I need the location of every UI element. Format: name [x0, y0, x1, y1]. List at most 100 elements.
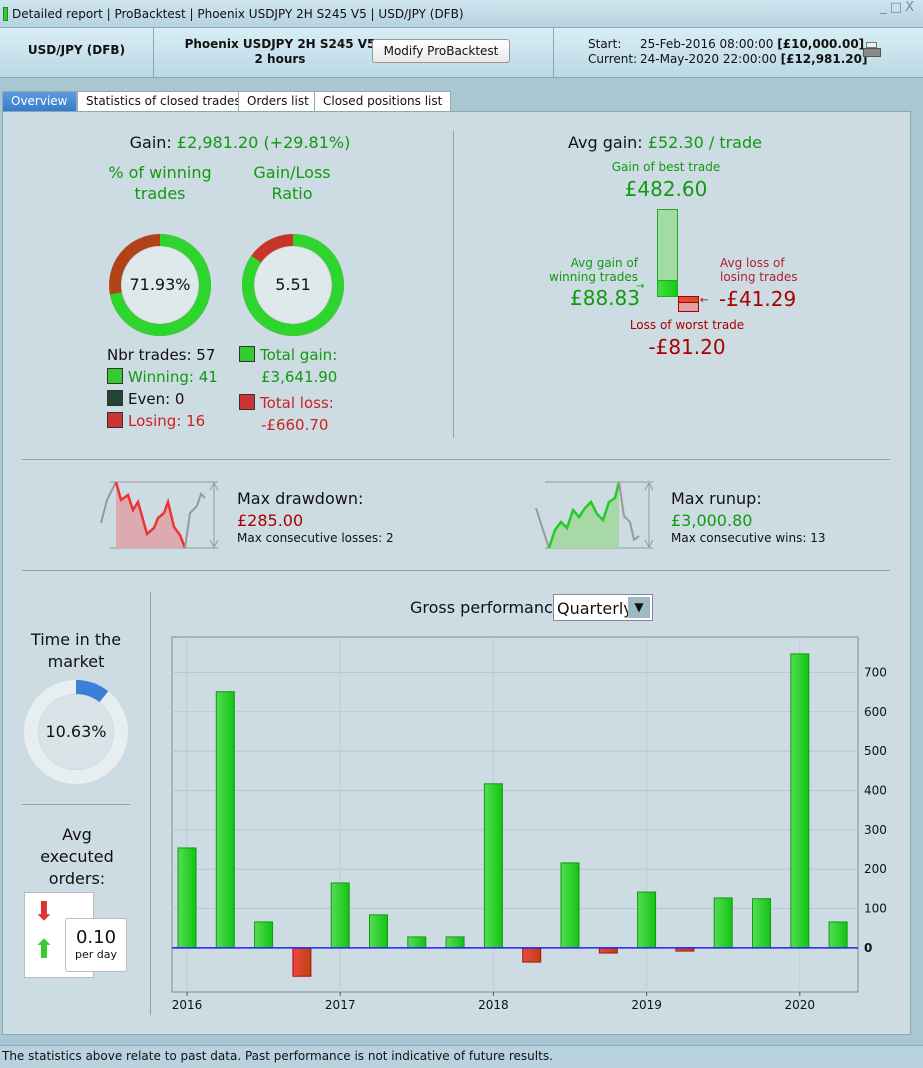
- divider: [150, 592, 151, 1015]
- avg-loss-value: -£41.29: [719, 287, 797, 311]
- current-capital: [£12,981.20]: [780, 52, 868, 66]
- tab-closed-positions-list[interactable]: Closed positions list: [314, 91, 452, 112]
- x-tick-label: 2019: [631, 998, 662, 1012]
- chevron-down-icon[interactable]: ▼: [628, 597, 650, 618]
- arrow-right-icon: →: [636, 281, 645, 292]
- report-header: USD/JPY (DFB) Phoenix USDJPY 2H S245 V5 2…: [0, 28, 923, 78]
- winning-count: Winning: 41: [128, 368, 218, 386]
- divider: [153, 28, 154, 78]
- current-date: 24-May-2020 22:00:00: [640, 52, 777, 66]
- bar-2019-Q3: [713, 897, 733, 949]
- losing-legend-icon: [107, 412, 123, 428]
- x-tick-label: 2020: [785, 998, 816, 1012]
- maximize-button[interactable]: □: [889, 0, 906, 15]
- start-date: 25-Feb-2016 08:00:00: [640, 37, 774, 51]
- tab-statistics-closed-trades[interactable]: Statistics of closed trades: [77, 91, 250, 112]
- avg-win-label: Avg gain of winning trades: [549, 256, 638, 284]
- bar-2016-Q3: [254, 921, 274, 949]
- runup-sparkline: [535, 481, 654, 549]
- x-tick-label: 2018: [478, 998, 509, 1012]
- winning-legend-icon: [107, 368, 123, 384]
- y-tick-label: 200: [864, 862, 887, 876]
- tab-overview[interactable]: Overview: [2, 91, 77, 112]
- print-icon[interactable]: [863, 42, 881, 60]
- start-label: Start:: [588, 37, 622, 51]
- time-in-market-value: 10.63%: [45, 722, 107, 741]
- window-controls: _□X: [880, 0, 917, 15]
- gain-loss-ratio-value: 5.51: [275, 275, 311, 294]
- max-consecutive-losses: Max consecutive losses: 2: [237, 531, 394, 545]
- bar-2018-Q1: [483, 783, 503, 949]
- start-capital: [£10,000.00]: [777, 37, 865, 51]
- bar-2016-Q1: [177, 847, 197, 949]
- winning-pct-donut: [109, 234, 211, 336]
- status-bar: The statistics above relate to past data…: [0, 1045, 923, 1068]
- total-gain-label: Total gain:: [260, 346, 338, 364]
- tab-orders-list[interactable]: Orders list: [238, 91, 318, 112]
- y-tick-label: 400: [864, 783, 887, 797]
- total-loss-icon: [239, 394, 255, 410]
- max-runup-label: Max runup:: [671, 489, 762, 508]
- even-count: Even: 0: [128, 390, 185, 408]
- window-title: Detailed report | ProBacktest | Phoenix …: [12, 7, 464, 21]
- close-button[interactable]: X: [905, 0, 917, 15]
- arrow-down-icon: ⬇: [33, 897, 55, 927]
- avg-win-bar: [657, 280, 678, 297]
- bar-2017-Q2: [369, 914, 388, 949]
- total-gain-icon: [239, 346, 255, 362]
- bar-2019-Q4: [752, 898, 771, 949]
- time-in-market-donut: [24, 680, 128, 784]
- max-drawdown-label: Max drawdown:: [237, 489, 364, 508]
- divider: [22, 804, 130, 805]
- max-consecutive-wins: Max consecutive wins: 13: [671, 531, 826, 545]
- y-tick-label: 300: [864, 823, 887, 837]
- gain-value: £2,981.20 (+29.81%): [176, 133, 351, 152]
- y-tick-label: 100: [864, 902, 887, 916]
- divider: [453, 131, 454, 438]
- worst-trade-label: Loss of worst trade: [629, 318, 745, 332]
- drawdown-sparkline: [100, 481, 219, 549]
- y-tick-label: 700: [864, 665, 887, 679]
- avg-win-value: £88.83: [570, 286, 640, 310]
- total-gain-value: £3,641.90: [261, 368, 338, 386]
- avg-loss-bar: [678, 296, 699, 303]
- gain-loss-ratio-donut: [242, 234, 344, 336]
- gross-performance-chart: 0 100 200 300 400 500 600 700 2016 2017 2018 2019 20…: [171, 636, 887, 1012]
- divider: [553, 28, 554, 78]
- bar-2017-Q1: [330, 882, 350, 949]
- minimize-button[interactable]: _: [880, 0, 890, 15]
- arrow-left-icon: ←: [700, 295, 709, 306]
- app-icon: [3, 7, 8, 21]
- even-legend-icon: [107, 390, 123, 406]
- gross-performance-label: Gross performance: [410, 598, 563, 617]
- y-tick-label: 500: [864, 744, 887, 758]
- best-trade-value: £482.60: [624, 177, 708, 201]
- bar-2020-Q1: [790, 653, 810, 949]
- x-tick-label: 2016: [172, 998, 203, 1012]
- gain-label: Gain:: [129, 133, 172, 152]
- avg-gain-value: £52.30 / trade: [647, 133, 762, 152]
- total-loss-value: -£660.70: [261, 416, 329, 434]
- modify-probacktest-button[interactable]: Modify ProBacktest: [372, 39, 510, 63]
- avg-orders-unit: per day: [74, 948, 117, 961]
- title-bar: Detailed report | ProBacktest | Phoenix …: [0, 0, 923, 28]
- avg-orders-label: Avg executed orders:: [40, 825, 114, 888]
- worst-trade-value: -£81.20: [648, 335, 726, 359]
- bar-2016-Q4: [292, 947, 312, 977]
- nbr-trades: Nbr trades: 57: [107, 346, 216, 364]
- bar-2016-Q2: [215, 691, 235, 949]
- instrument-name: USD/JPY (DFB): [27, 43, 126, 57]
- winning-pct-title: % of winning trades: [108, 163, 212, 203]
- current-label: Current:: [588, 52, 638, 66]
- max-runup-value: £3,000.80: [671, 511, 753, 530]
- ratio-title: Gain/Loss Ratio: [253, 163, 331, 203]
- period-select[interactable]: Quarterly ▼: [553, 594, 653, 621]
- arrow-up-icon: ⬆: [33, 935, 55, 965]
- divider: [22, 459, 890, 460]
- divider: [22, 570, 890, 571]
- plot-area: [171, 636, 859, 993]
- max-drawdown-value: £285.00: [237, 511, 304, 530]
- time-in-market-label: Time in the market: [30, 630, 122, 671]
- avg-gain-label: Avg gain:: [568, 133, 643, 152]
- bar-2017-Q4: [445, 936, 465, 949]
